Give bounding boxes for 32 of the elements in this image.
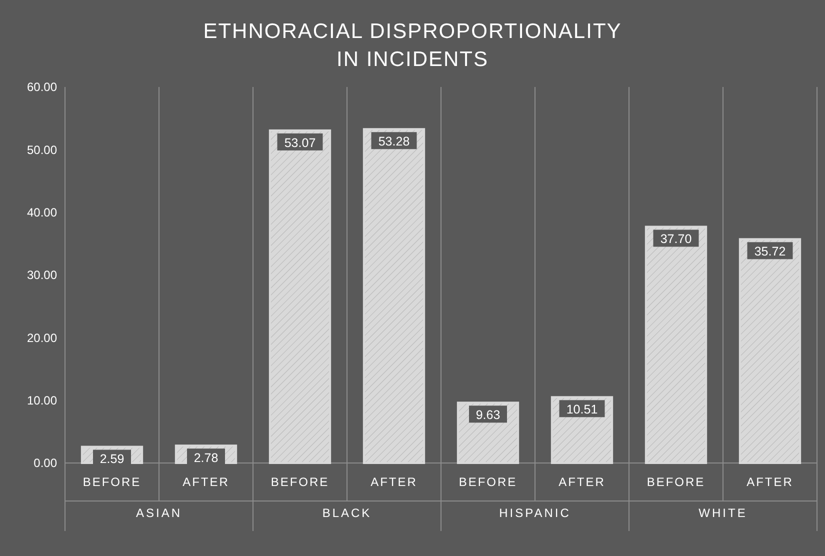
text: WHITE (698, 506, 748, 520)
bar (644, 226, 708, 464)
x-tick-label: BEFORE (270, 475, 330, 490)
chart-title: ETHNORACIAL DISPROPORTIONALITY IN INCIDENTS (203, 20, 622, 71)
y-tick-label: 0.00 (34, 456, 58, 470)
x-tick-label: BEFORE (82, 475, 142, 490)
x-tick-label: AFTER (558, 475, 606, 490)
bar (738, 238, 802, 464)
data-label: 53.28 (378, 134, 410, 148)
y-tick-label: 20.00 (26, 330, 58, 345)
x-tick-label: BEFORE (646, 475, 706, 490)
x-tick-label: BEFORE (458, 475, 518, 490)
text: ASIAN (136, 506, 182, 520)
data-label: 10.51 (566, 402, 598, 417)
bar (268, 129, 332, 464)
data-label: 37.70 (660, 232, 692, 246)
data-label: 2.78 (194, 450, 218, 465)
y-tick-label: 50.00 (26, 142, 58, 157)
y-tick-label: 10.00 (26, 394, 58, 408)
data-label: 2.59 (100, 452, 124, 466)
data-label: 53.07 (284, 136, 316, 150)
y-tick-label: 60.00 (26, 80, 58, 94)
x-tick-label: AFTER (746, 475, 794, 490)
y-tick-label: 30.00 (26, 268, 58, 282)
text: HISPANIC (499, 506, 571, 520)
bar (362, 128, 426, 464)
text: BLACK (322, 506, 372, 520)
y-tick-label: 40.00 (26, 206, 58, 220)
x-tick-label: AFTER (370, 475, 418, 490)
data-label: 35.72 (754, 244, 786, 259)
x-tick-label: AFTER (182, 475, 230, 490)
data-label: 9.63 (476, 408, 500, 422)
